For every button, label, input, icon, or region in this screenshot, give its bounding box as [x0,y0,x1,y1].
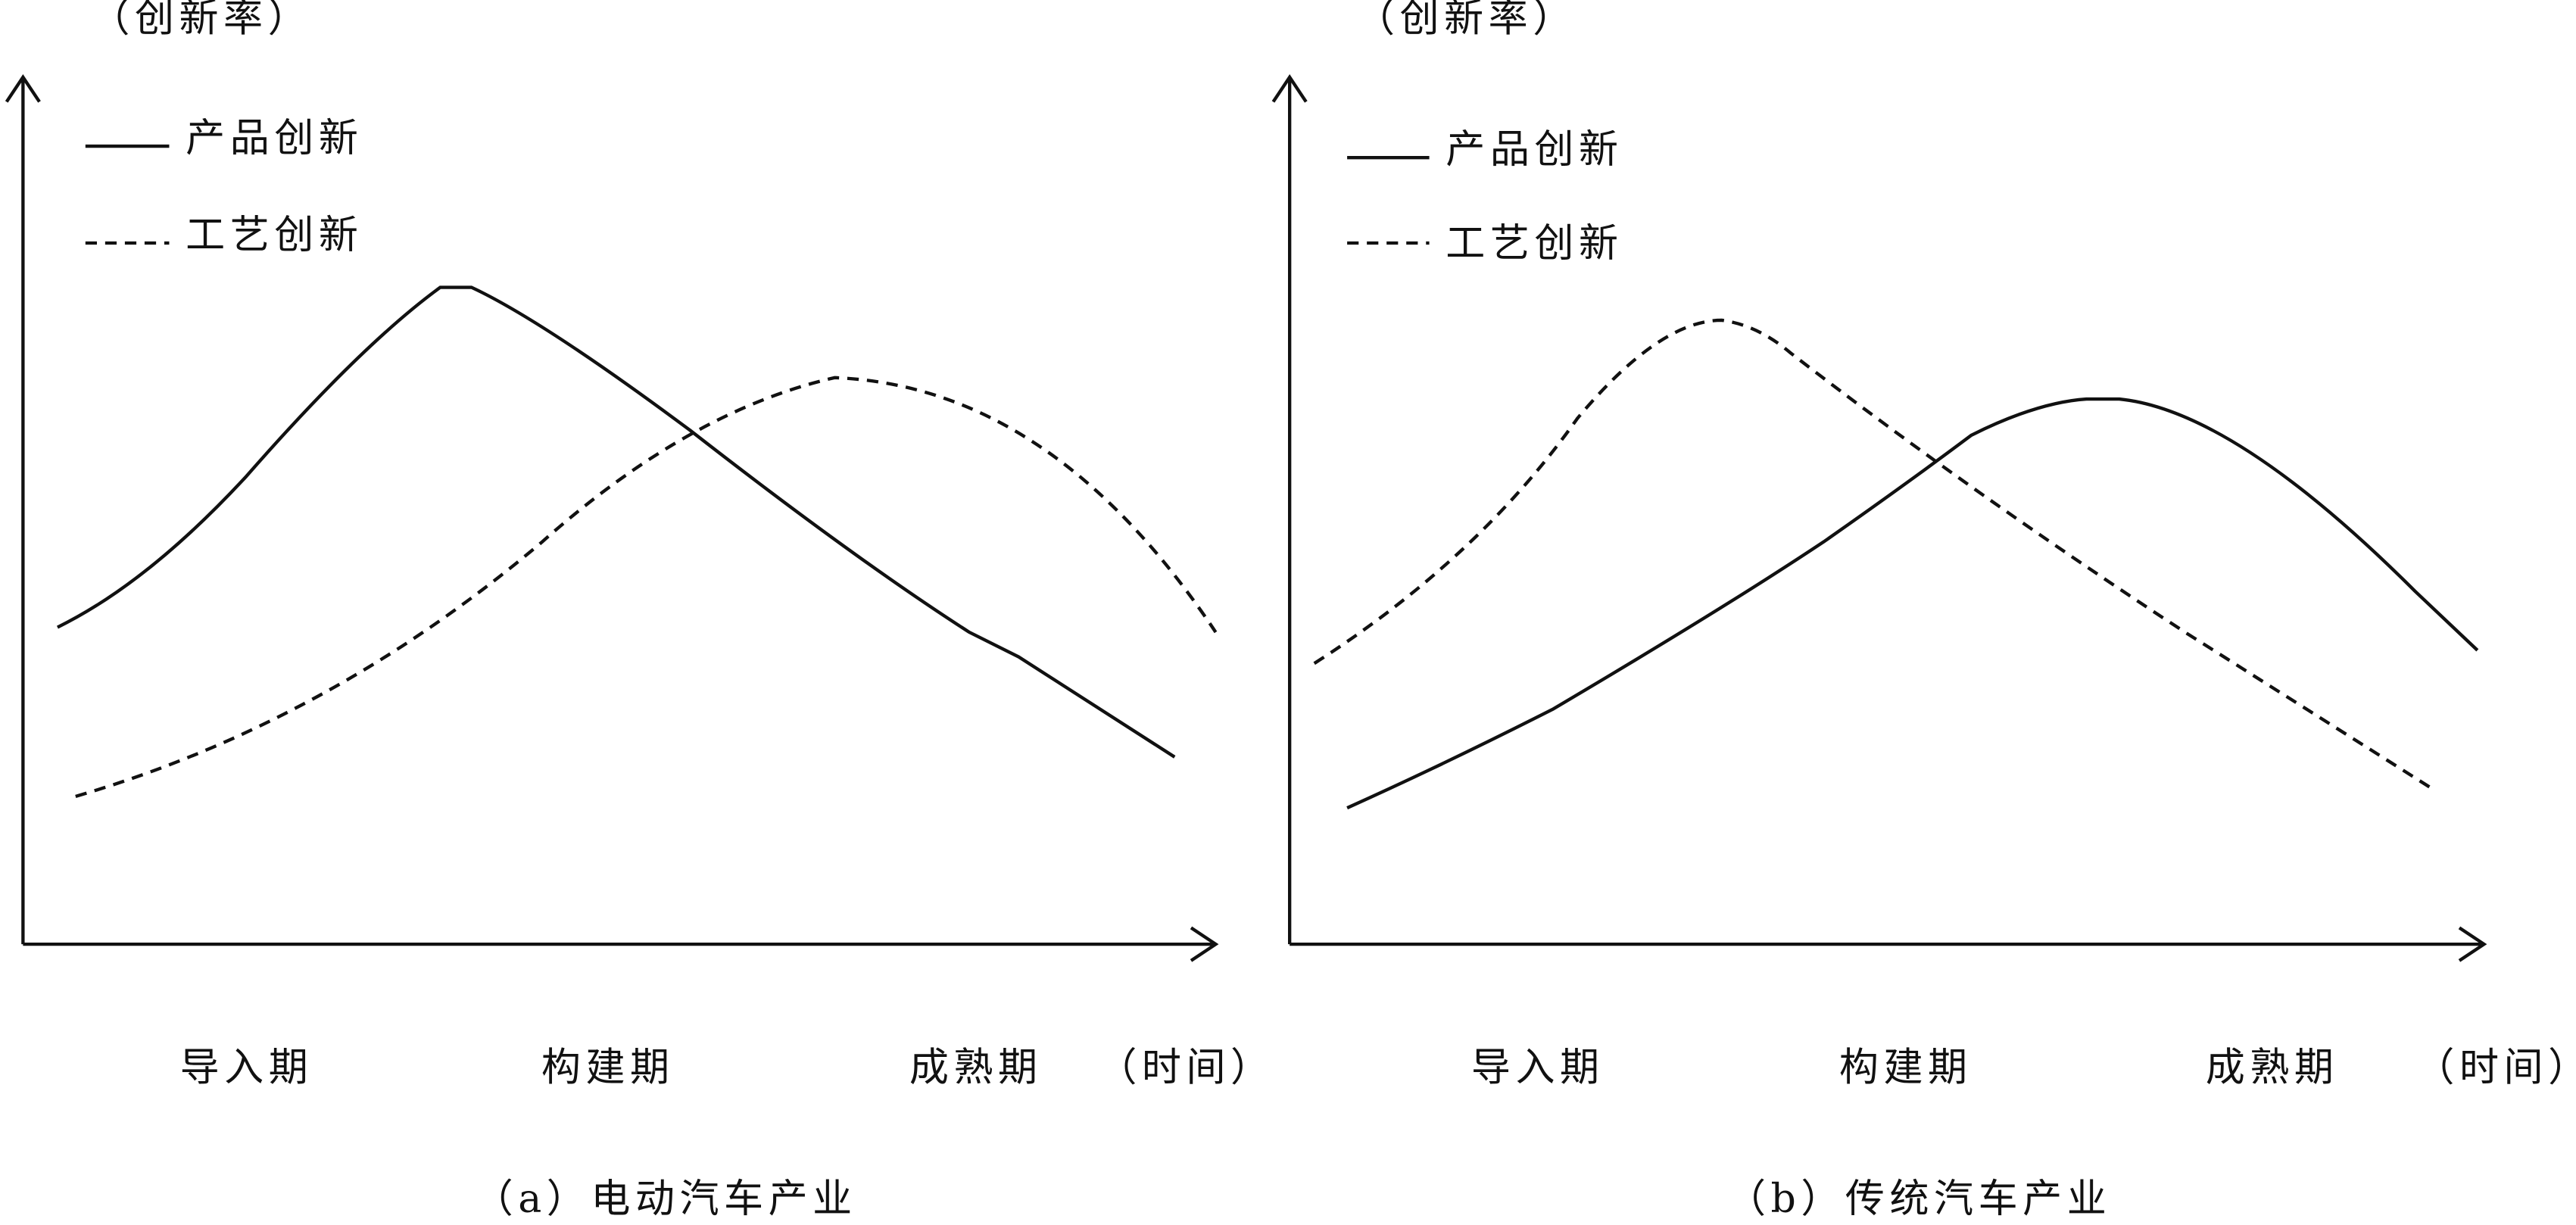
stage-label: 导入期 [1471,1046,1605,1091]
product-innovation-curve [56,285,1176,759]
stage-label: 构建期 [541,1046,675,1091]
x-axis [23,926,1219,962]
caption: （b）传统汽车产业 [1726,1177,2111,1222]
stage-label: 导入期 [180,1046,313,1091]
legend-label: 产品创新 [186,116,363,161]
legend-label: 工艺创新 [186,213,363,258]
stage-label: 成熟期 [909,1046,1043,1091]
y-axis-label: （创新率） [1355,0,1577,42]
panel-a: （创新率） 产品创新 工艺创新 导入期 构建期 成熟期 （时间） （a）电动汽车… [5,0,1274,1222]
x-axis-label: （时间） [1097,1046,1274,1091]
y-axis [5,74,41,945]
x-axis [1290,926,2487,962]
legend-label: 工艺创新 [1445,221,1623,267]
caption: （a）电动汽车产业 [474,1177,857,1222]
product-innovation-curve [1346,397,2479,810]
y-axis [1271,74,1308,945]
stage-label: 成熟期 [2206,1046,2339,1091]
y-axis-label: （创新率） [90,0,312,42]
stage-label: 构建期 [1839,1046,1973,1091]
process-innovation-curve [75,376,1218,798]
process-innovation-curve [1313,318,2433,790]
legend-label: 产品创新 [1445,127,1623,173]
x-axis-label: （时间） [2415,1046,2576,1091]
panel-b: （创新率） 产品创新 工艺创新 导入期 构建期 成熟期 （时间） （b）传统汽车… [1271,0,2576,1222]
